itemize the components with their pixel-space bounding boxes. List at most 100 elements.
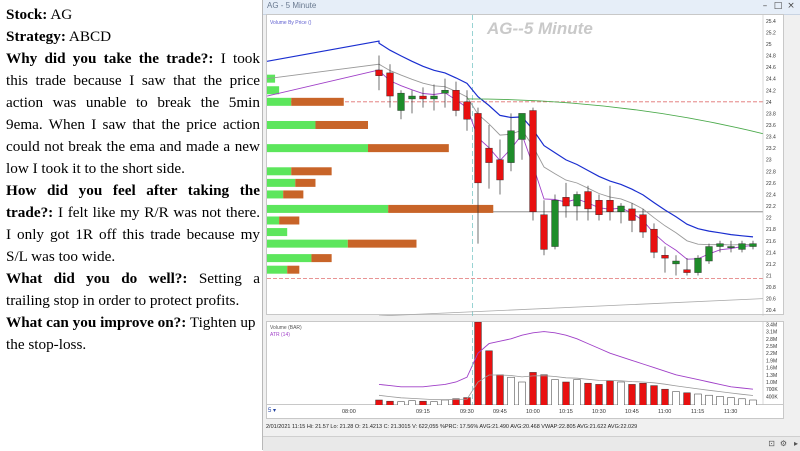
improve-text: Tighten up the stop-loss. (6, 314, 256, 353)
minimize-icon[interactable]: – (762, 1, 768, 11)
price-tick-label: 22 (766, 216, 772, 222)
time-tick-label: 10:15 (559, 409, 573, 415)
candle[interactable] (606, 200, 614, 213)
candle[interactable] (540, 214, 548, 250)
candle[interactable] (650, 228, 658, 253)
candle[interactable] (496, 159, 504, 181)
volume-bar (573, 379, 581, 407)
candle[interactable] (474, 113, 482, 184)
time-tick-label: 11:15 (691, 409, 704, 415)
volume-bar (562, 381, 570, 407)
settings-icon[interactable]: ⚙ (779, 439, 787, 448)
price-tick-label: 25.2 (766, 30, 776, 36)
time-tick-label: 10:00 (526, 409, 540, 415)
price-tick-label: 24 (766, 100, 772, 106)
candle[interactable] (672, 260, 680, 265)
candle[interactable] (397, 92, 405, 111)
price-tick-label: 21.4 (766, 250, 776, 256)
candle[interactable] (738, 243, 746, 250)
candle[interactable] (705, 246, 713, 262)
candle[interactable] (727, 246, 735, 248)
price-tick-label: 23.2 (766, 146, 776, 152)
time-tick-label: 10:30 (592, 409, 606, 415)
strategy-label: Strategy: (6, 28, 66, 45)
volume-chart[interactable]: 3.4M 3.1M2.8M2.5M2.2M1.9M 1.6M1.3M1.0M700K… (267, 321, 785, 407)
candle[interactable] (716, 243, 724, 247)
vbp-bar-buy (267, 204, 389, 213)
price-tick-label: 24.2 (766, 88, 776, 94)
volume-bar (628, 384, 636, 407)
volume-bar (540, 374, 548, 407)
volume-bar (672, 391, 680, 407)
period-selector[interactable]: 5 ▾ (268, 408, 277, 414)
candle[interactable] (430, 95, 438, 100)
candle[interactable] (408, 95, 416, 100)
volume-bar (474, 321, 482, 407)
candle[interactable] (551, 200, 559, 247)
window-titlebar[interactable]: AG - 5 Minute – □ × (263, 0, 800, 15)
candle[interactable] (639, 214, 647, 233)
volume-bar (518, 381, 526, 407)
candle[interactable] (463, 101, 471, 120)
candle[interactable] (518, 113, 526, 140)
candle[interactable] (562, 197, 570, 207)
close-icon[interactable]: × (787, 1, 795, 11)
maximize-icon[interactable]: □ (773, 1, 783, 11)
time-tick-label: 11:30 (724, 409, 737, 415)
price-tick-label: 23.6 (766, 123, 776, 129)
candle[interactable] (617, 205, 625, 213)
price-tick-label: 23.8 (766, 111, 776, 117)
improve-line: What can you improve on?: Tighten up the… (6, 312, 260, 356)
price-tick-label: 23.4 (766, 135, 776, 141)
volume-bar (661, 388, 669, 407)
candle[interactable] (441, 90, 449, 94)
volume-tick-label: 700K (766, 387, 778, 393)
ma50-line (266, 40, 754, 238)
price-tick-label: 22.6 (766, 181, 776, 187)
volume-bar (584, 382, 592, 407)
scroll-end-icon[interactable]: ▸ (793, 439, 798, 448)
candle[interactable] (507, 130, 515, 163)
candle[interactable] (452, 90, 460, 111)
window-title: AG - 5 Minute (267, 1, 317, 10)
trade-journal: Stock: AG Strategy: ABCD Why did you tak… (6, 4, 260, 356)
volume-tick-label: 3.1M (766, 330, 777, 336)
price-tick-label: 21 (766, 273, 772, 279)
volume-panel[interactable]: 3.4M 3.1M 2.8M 2.5M 2.2M 1.9M 1.6M 1.3M 1.0M 700K… (266, 321, 785, 407)
candle[interactable] (573, 194, 581, 207)
volume-bar (639, 382, 647, 407)
why-line: Why did you take the trade?: I took this… (6, 48, 260, 180)
ma200-line (466, 98, 764, 135)
time-tick-label: 09:30 (460, 409, 474, 415)
well-line: What did you do well?: Setting a trailin… (6, 268, 260, 312)
lock-icon[interactable]: ⊡ (768, 439, 775, 448)
volume-legend: Volume (BAR) (270, 325, 302, 331)
candle[interactable] (694, 257, 702, 273)
feel-line: How did you feel after taking the trade?… (6, 180, 260, 268)
vbp-bar-buy (267, 120, 316, 129)
candle[interactable] (661, 255, 669, 259)
vbp-bar-buy (267, 254, 312, 263)
candle[interactable] (375, 69, 383, 76)
volume-average-line (378, 374, 754, 401)
candle[interactable] (628, 208, 636, 221)
well-label: What did you do well?: (6, 270, 188, 287)
candle[interactable] (584, 191, 592, 210)
candle[interactable] (749, 243, 757, 247)
vbp-bar-sell (291, 167, 332, 176)
time-tick-label: 09:45 (493, 409, 507, 415)
time-tick-label: 11:00 (658, 409, 671, 415)
well-text: Setting a trailing stop in order to prot… (6, 270, 260, 309)
volume-bar (496, 374, 504, 407)
candle[interactable] (485, 147, 493, 163)
candle[interactable] (419, 95, 427, 100)
candle[interactable] (386, 72, 394, 97)
price-tick-label: 25.4 (766, 19, 776, 25)
candle[interactable] (529, 110, 537, 213)
chart-window: AG - 5 Minute – □ × 25.4 25.2 25 24.8 24.6 24… (262, 0, 800, 451)
price-panel[interactable]: 25.4 25.2 25 24.8 24.6 24.4 24.2 24 23.8 23.6 23.4… (266, 14, 785, 317)
price-chart[interactable]: 25.4 25.2 25 24.8 24.6 24.4 24.2 24 23.8 23.6 23.4… (266, 15, 785, 317)
candle[interactable] (683, 269, 691, 273)
price-tick-label: 20.8 (766, 285, 776, 291)
candle[interactable] (595, 200, 603, 215)
